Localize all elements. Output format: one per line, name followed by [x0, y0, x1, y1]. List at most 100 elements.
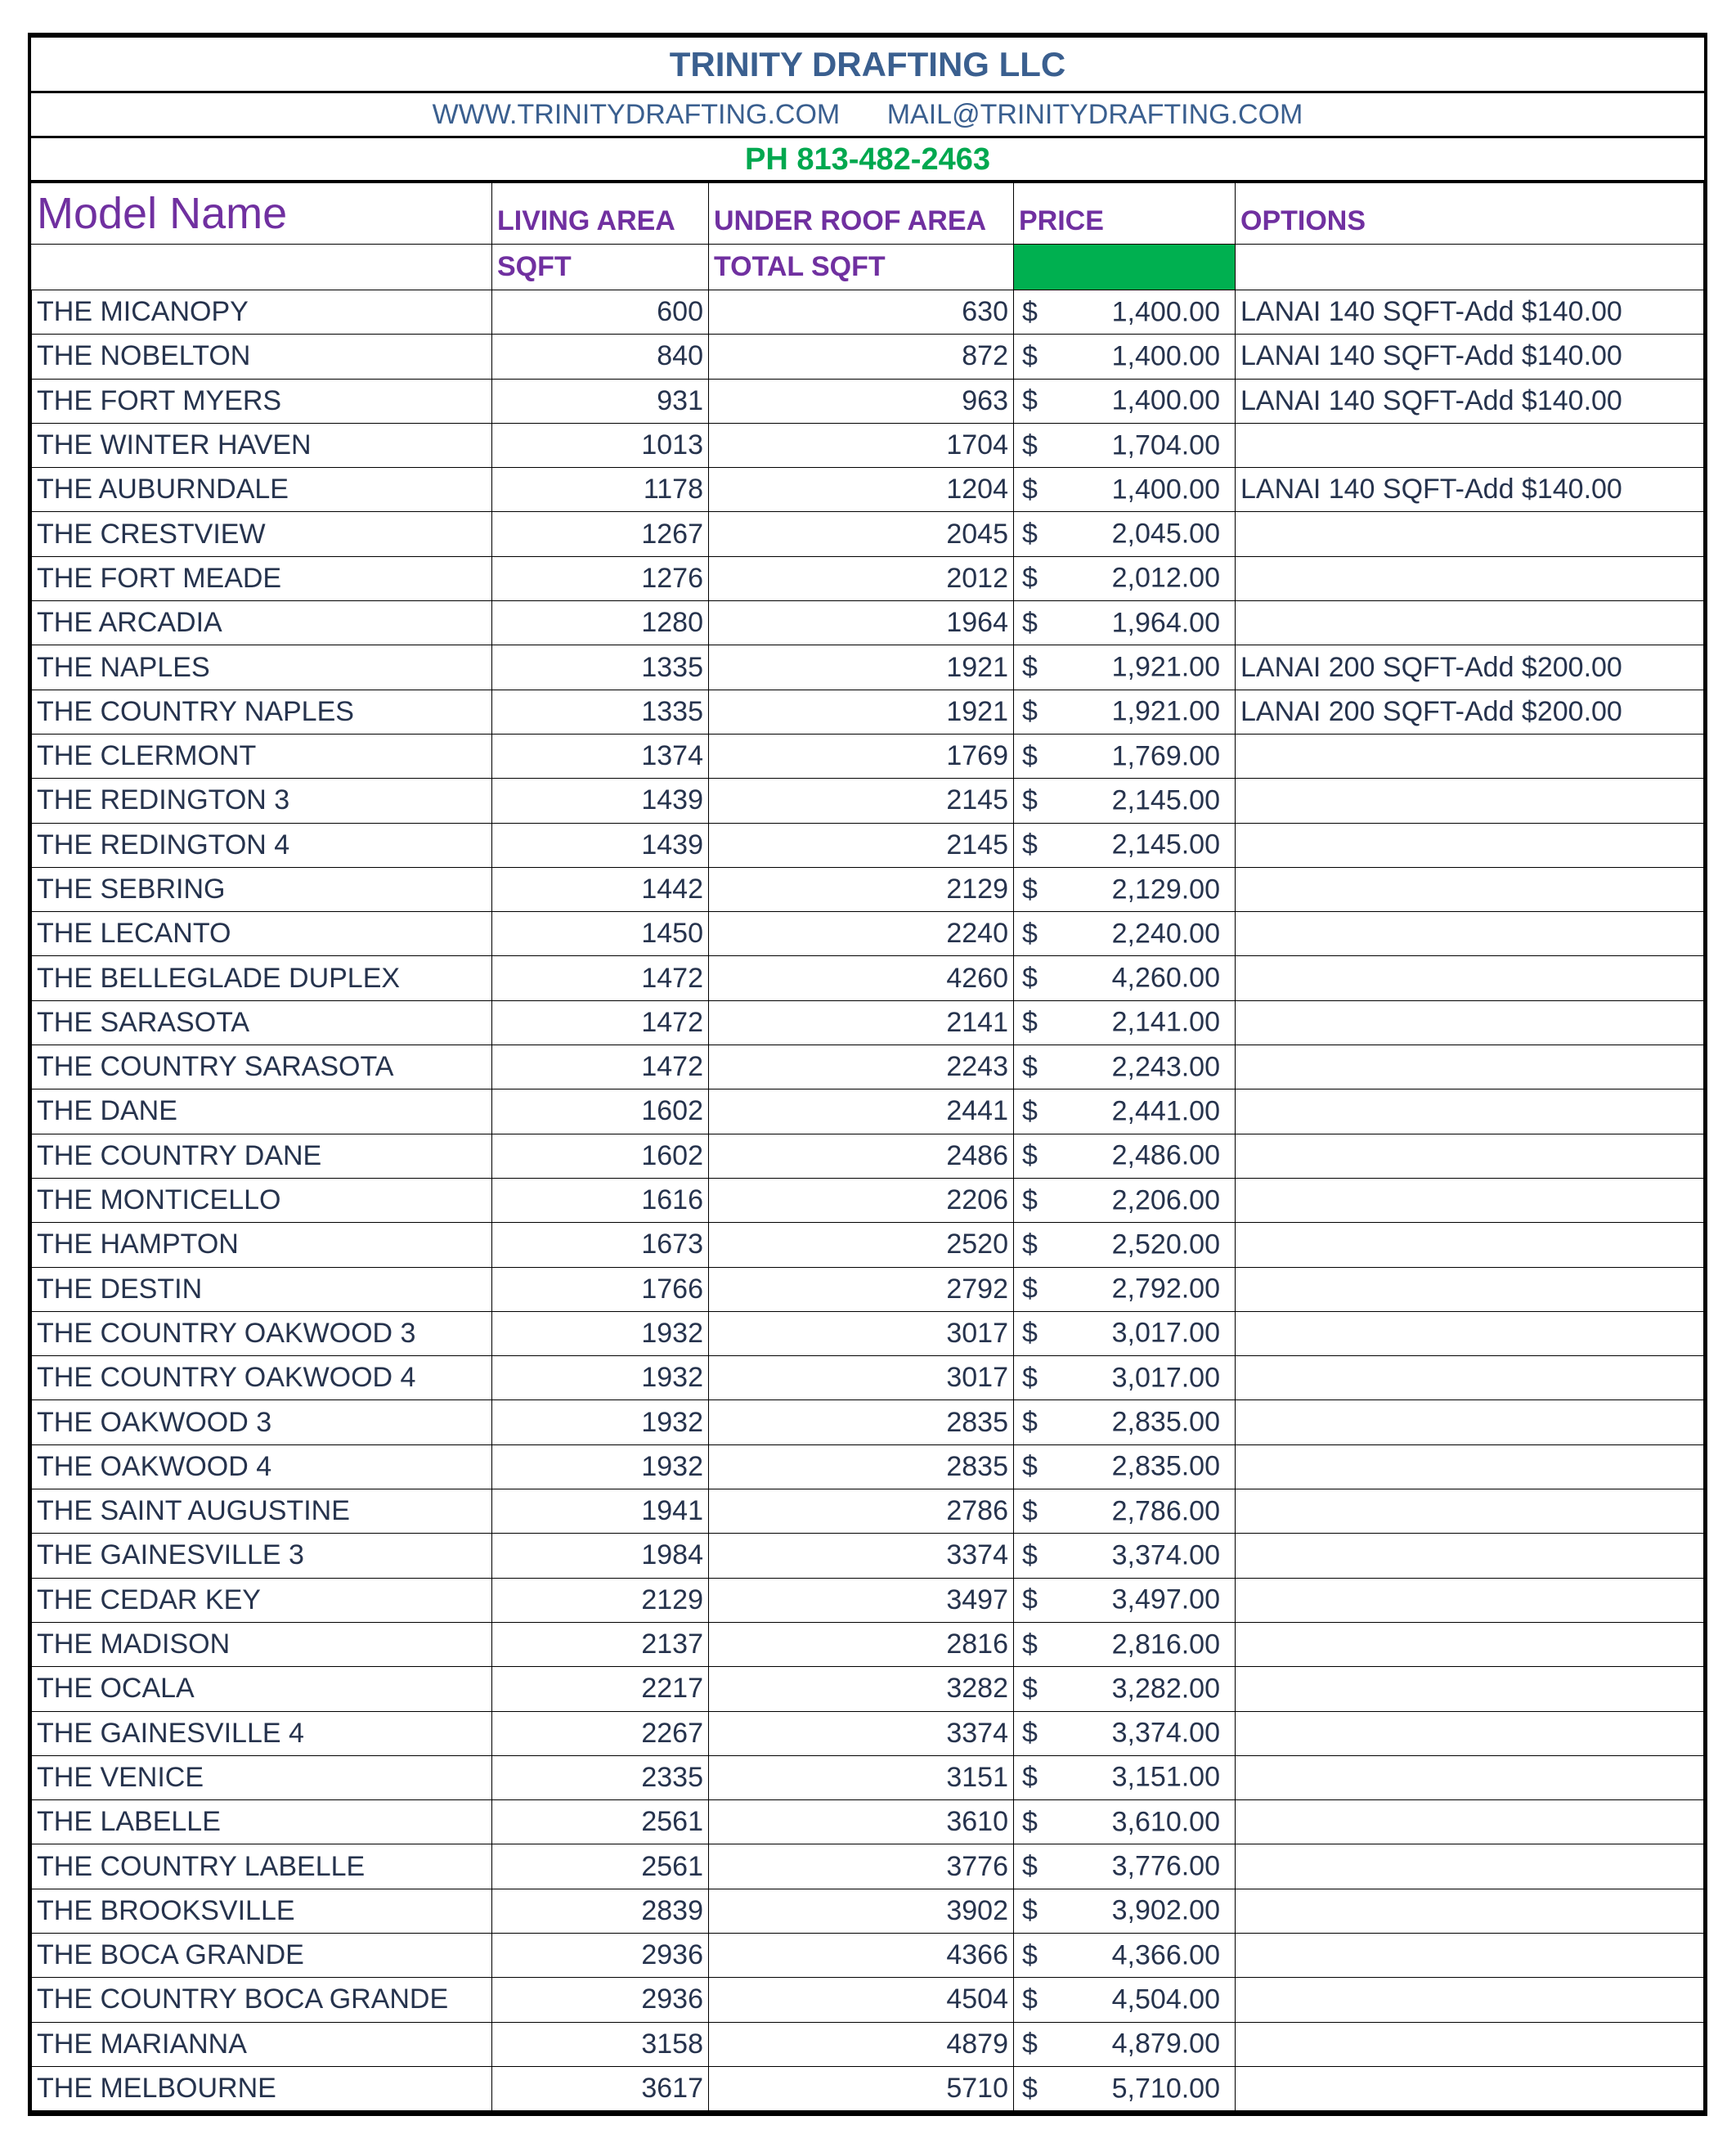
price: $4,504.00: [1013, 1977, 1236, 2023]
options: [1235, 1533, 1704, 1579]
table-row: THE OAKWOOD 3 1932 2835 $2,835.00: [31, 1399, 1704, 1445]
options: [1235, 1754, 1704, 1801]
living-area: 2936: [491, 1932, 709, 1979]
col-living-sqft: SQFT: [491, 244, 709, 290]
price: $2,835.00: [1013, 1444, 1236, 1490]
table-row: THE OCALA 2217 3282 $3,282.00: [31, 1666, 1704, 1712]
model-name: THE COUNTRY SARASOTA: [31, 1045, 492, 1090]
table-row: THE BROOKSVILLE 2839 3902 $3,902.00: [31, 1888, 1704, 1934]
currency-symbol: $: [1022, 1095, 1038, 1127]
table-row: THE SAINT AUGUSTINE 1941 2786 $2,786.00: [31, 1489, 1704, 1534]
table-row: THE COUNTRY SARASOTA 1472 2243 $2,243.00: [31, 1045, 1704, 1090]
living-area: 1013: [491, 422, 709, 469]
email-link[interactable]: MAIL@TRINITYDRAFTING.COM: [886, 99, 1303, 130]
table-row: THE COUNTRY BOCA GRANDE 2936 4504 $4,504.00: [31, 1977, 1704, 2023]
currency-symbol: $: [1022, 651, 1038, 683]
model-name: THE BOCA GRANDE: [31, 1932, 492, 1979]
options: [1235, 1932, 1704, 1979]
table-row: THE COUNTRY OAKWOOD 3 1932 3017 $3,017.00: [31, 1310, 1704, 1357]
model-name: THE GAINESVILLE 3: [31, 1533, 492, 1579]
options: [1235, 1577, 1704, 1623]
living-area: 1178: [491, 467, 709, 513]
living-area: 1472: [491, 955, 709, 1001]
price: $3,902.00: [1013, 1888, 1236, 1934]
under-roof-area: 2045: [708, 511, 1014, 557]
living-area: 1280: [491, 600, 709, 646]
price-sheet: TRINITY DRAFTING LLC WWW.TRINITYDRAFTING…: [28, 33, 1707, 2117]
options: [1235, 822, 1704, 868]
under-roof-area: 963: [708, 378, 1014, 424]
price-amount: 2,835.00: [1111, 1406, 1220, 1438]
under-roof-area: 1204: [708, 467, 1014, 513]
options: [1235, 1399, 1704, 1445]
living-area: 1984: [491, 1533, 709, 1579]
options: LANAI 140 SQFT-Add $140.00: [1235, 467, 1704, 513]
currency-symbol: $: [1022, 429, 1038, 461]
price: $2,145.00: [1013, 778, 1236, 824]
website-link[interactable]: WWW.TRINITYDRAFTING.COM: [432, 99, 841, 130]
options: [1235, 866, 1704, 913]
table-row: THE NOBELTON 840 872 $1,400.00 LANAI 140 SQF…: [31, 334, 1704, 380]
model-name: THE COUNTRY LABELLE: [31, 1844, 492, 1889]
model-name: THE CEDAR KEY: [31, 1577, 492, 1623]
living-area: 931: [491, 378, 709, 424]
options: [1235, 1444, 1704, 1490]
living-area: 1450: [491, 911, 709, 957]
table-row: THE BELLEGLADE DUPLEX 1472 4260 $4,260.00: [31, 955, 1704, 1001]
price-amount: 3,151.00: [1111, 1761, 1220, 1793]
living-area: 2267: [491, 1710, 709, 1756]
model-name: THE NAPLES: [31, 645, 492, 690]
under-roof-area: 1769: [708, 733, 1014, 779]
options: [1235, 1133, 1704, 1179]
model-name: THE CLERMONT: [31, 733, 492, 779]
model-name: THE MELBOURNE: [31, 2065, 492, 2112]
price: $3,374.00: [1013, 1710, 1236, 1756]
model-name: THE SARASOTA: [31, 1000, 492, 1046]
living-area: 1932: [491, 1399, 709, 1445]
options: [1235, 955, 1704, 1001]
under-roof-area: 872: [708, 334, 1014, 380]
table-row: THE COUNTRY NAPLES 1335 1921 $1,921.00 LANAI…: [31, 689, 1704, 735]
living-area: 2561: [491, 1844, 709, 1889]
price-amount: 3,282.00: [1111, 1673, 1220, 1705]
table-row: THE CLERMONT 1374 1769 $1,769.00: [31, 733, 1704, 779]
table-row: THE BOCA GRANDE 2936 4366 $4,366.00: [31, 1932, 1704, 1979]
currency-symbol: $: [1022, 962, 1038, 994]
price: $4,260.00: [1013, 955, 1236, 1001]
model-name: THE COUNTRY DANE: [31, 1133, 492, 1179]
living-area: 3158: [491, 2021, 709, 2067]
model-name: THE SAINT AUGUSTINE: [31, 1489, 492, 1534]
options: [1235, 1222, 1704, 1268]
price-amount: 4,879.00: [1111, 2028, 1220, 2060]
options: LANAI 200 SQFT-Add $200.00: [1235, 689, 1704, 735]
options: [1235, 778, 1704, 824]
options: [1235, 1177, 1704, 1224]
living-area: 1616: [491, 1177, 709, 1224]
col-options-sub: [1235, 244, 1704, 290]
price-amount: 2,045.00: [1111, 518, 1220, 550]
price-amount: 2,145.00: [1111, 784, 1220, 816]
currency-symbol: $: [1022, 1761, 1038, 1793]
options: [1235, 733, 1704, 779]
price: $2,240.00: [1013, 911, 1236, 957]
model-name: THE OCALA: [31, 1666, 492, 1712]
model-name: THE MARIANNA: [31, 2021, 492, 2067]
table-row: THE FORT MYERS 931 963 $1,400.00 LANAI 140 S…: [31, 378, 1704, 424]
model-name: THE DESTIN: [31, 1266, 492, 1312]
price-amount: 4,366.00: [1111, 1939, 1220, 1971]
price-amount: 1,769.00: [1111, 740, 1220, 772]
options: LANAI 140 SQFT-Add $140.00: [1235, 289, 1704, 335]
price-amount: 3,374.00: [1111, 1717, 1220, 1749]
table-row: THE GAINESVILLE 3 1984 3374 $3,374.00: [31, 1533, 1704, 1579]
table-row: THE CEDAR KEY 2129 3497 $3,497.00: [31, 1577, 1704, 1623]
model-name: THE NOBELTON: [31, 334, 492, 380]
living-area: 1439: [491, 778, 709, 824]
currency-symbol: $: [1022, 1850, 1038, 1882]
currency-symbol: $: [1022, 740, 1038, 772]
currency-symbol: $: [1022, 518, 1038, 550]
model-name: THE HAMPTON: [31, 1222, 492, 1268]
options: [1235, 1621, 1704, 1668]
price: $4,879.00: [1013, 2021, 1236, 2067]
price: $2,141.00: [1013, 1000, 1236, 1046]
currency-symbol: $: [1022, 695, 1038, 727]
